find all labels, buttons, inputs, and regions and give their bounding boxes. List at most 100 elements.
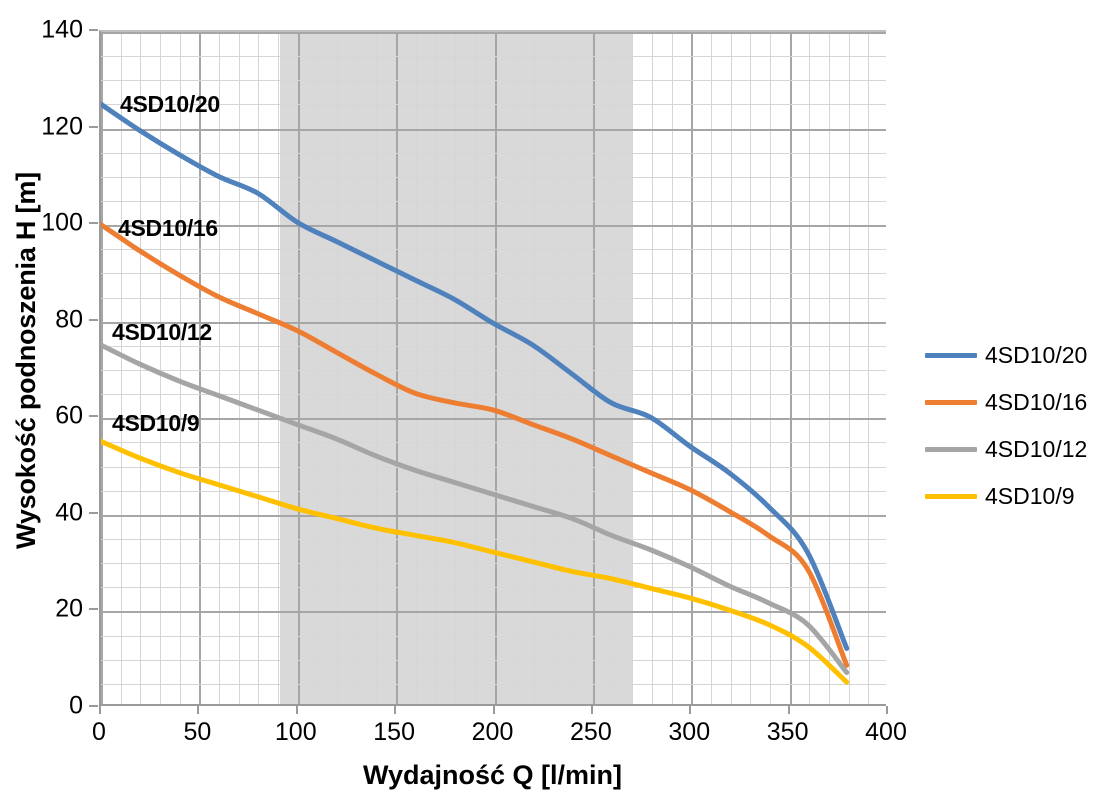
x-axis-title: Wydajność Q [l/min] (362, 760, 623, 790)
gridline-v-minor (474, 32, 476, 706)
gridline-h-minor (101, 56, 886, 58)
gridline-h-minor (101, 490, 886, 492)
legend-label: 4SD10/12 (985, 436, 1088, 462)
curve-4sd10-12 (101, 342, 850, 676)
x-tick-mark (590, 706, 593, 714)
plot-inner: 4SD10/20 4SD10/16 4SD10/12 4SD10/9 (101, 32, 886, 706)
y-axis-tick-marks (89, 29, 101, 707)
y-tick-mark (89, 415, 98, 418)
plot-area: 4SD10/20 4SD10/16 4SD10/12 4SD10/9 (99, 30, 886, 706)
gridline-h-minor (101, 587, 886, 589)
legend-item-4sd10-9[interactable]: 4SD10/9 (925, 473, 1098, 520)
gridline-v-minor (848, 32, 850, 706)
y-tick-mark (89, 705, 98, 707)
gridline-v-minor (769, 32, 771, 706)
gridline-h-major (101, 128, 886, 131)
gridline-v-minor (868, 32, 870, 706)
gridline-v-minor (455, 32, 457, 706)
gridline-h-minor (101, 201, 886, 202)
gridline-h-minor (101, 370, 886, 371)
gridline-v-major (592, 32, 595, 706)
x-tick-mark (295, 706, 298, 714)
gridline-h-minor (101, 297, 886, 299)
x-tick-label: 50 (183, 718, 212, 746)
y-tick-mark (89, 222, 98, 225)
legend-item-4sd10-12[interactable]: 4SD10/12 (925, 426, 1098, 473)
gridline-h-minor (101, 683, 886, 685)
x-tick-label: 250 (570, 718, 612, 746)
gridline-v-minor (632, 32, 634, 706)
y-tick-mark (89, 125, 98, 128)
x-tick-label: 350 (766, 718, 809, 746)
gridline-v-minor (337, 32, 339, 706)
gridline-v-minor (710, 32, 712, 706)
x-tick-mark (886, 706, 888, 714)
y-tick-mark (89, 29, 98, 31)
gridline-v-minor (160, 32, 162, 706)
x-tick-label: 400 (865, 718, 907, 746)
gridline-h-minor (101, 635, 886, 637)
gridline-v-minor (553, 32, 555, 706)
gridline-v-minor (356, 32, 358, 706)
legend-swatch-icon (925, 447, 977, 452)
y-tick-mark (89, 318, 98, 321)
gridline-h-minor (101, 176, 886, 178)
gridline-h-major (101, 32, 886, 34)
y-tick-label: 60 (55, 401, 83, 430)
gridline-v-major (691, 32, 694, 706)
x-tick-mark (197, 706, 200, 714)
gridline-v-minor (179, 32, 181, 706)
x-tick-mark (492, 706, 495, 714)
curve-label-4sd10-9: 4SD10/9 (112, 410, 200, 436)
gridline-v-major (494, 32, 497, 706)
y-tick-label: 140 (41, 15, 83, 44)
curve-label-4sd10-20: 4SD10/20 (120, 91, 220, 117)
gridline-v-minor (533, 32, 535, 706)
legend-item-4sd10-20[interactable]: 4SD10/20 (925, 332, 1098, 379)
gridline-h-major (101, 225, 886, 228)
y-axis-tick-labels: 0 20 40 60 80 100 120 140 (0, 0, 95, 800)
gridline-v-major (297, 32, 300, 706)
legend-swatch-icon (925, 494, 977, 499)
curve-label-4sd10-12: 4SD10/12 (112, 319, 212, 345)
y-tick-label: 40 (55, 498, 83, 527)
x-tick-label: 100 (274, 718, 317, 746)
curve-label-4sd10-16: 4SD10/16 (118, 215, 218, 241)
y-tick-label: 20 (55, 594, 83, 623)
gridline-h-minor (101, 659, 886, 661)
x-tick-label: 150 (373, 718, 415, 746)
gridline-h-minor (101, 273, 886, 275)
legend-label: 4SD10/20 (985, 342, 1088, 368)
gridline-h-minor (101, 563, 886, 565)
x-tick-mark (787, 706, 790, 714)
x-axis-tick-marks (99, 706, 888, 716)
gridline-v-minor (317, 32, 319, 706)
curve-lines (101, 101, 850, 685)
gridline-v-minor (730, 32, 732, 706)
gridline-v-major (199, 32, 202, 706)
x-tick-mark (689, 706, 692, 714)
gridline-v-minor (828, 32, 830, 706)
x-tick-label: 300 (668, 718, 711, 746)
gridline-v-minor (809, 32, 811, 706)
gridline-h-minor (101, 104, 886, 106)
gridline-v-minor (750, 32, 752, 706)
gridline-v-minor (219, 32, 221, 706)
gridline-v-minor (573, 32, 575, 706)
x-tick-label: 200 (471, 718, 514, 746)
legend-item-4sd10-16[interactable]: 4SD10/16 (925, 379, 1098, 426)
y-tick-mark (89, 511, 98, 514)
legend-swatch-icon (925, 400, 977, 405)
gridline-h-minor (101, 442, 886, 444)
gridline-v-minor (278, 32, 280, 706)
x-tick-label: 0 (92, 718, 106, 746)
legend-label: 4SD10/16 (985, 389, 1088, 415)
gridline-h-major (101, 514, 886, 517)
gridline-h-major (101, 418, 886, 421)
y-tick-label: 100 (41, 208, 83, 237)
chart-legend: 4SD10/20 4SD10/16 4SD10/12 4SD10/9 (925, 332, 1098, 520)
gridline-v-minor (238, 32, 240, 706)
gridline-v-major (101, 32, 103, 706)
gridline-v-minor (120, 32, 122, 706)
gridline-h-minor (101, 152, 886, 154)
